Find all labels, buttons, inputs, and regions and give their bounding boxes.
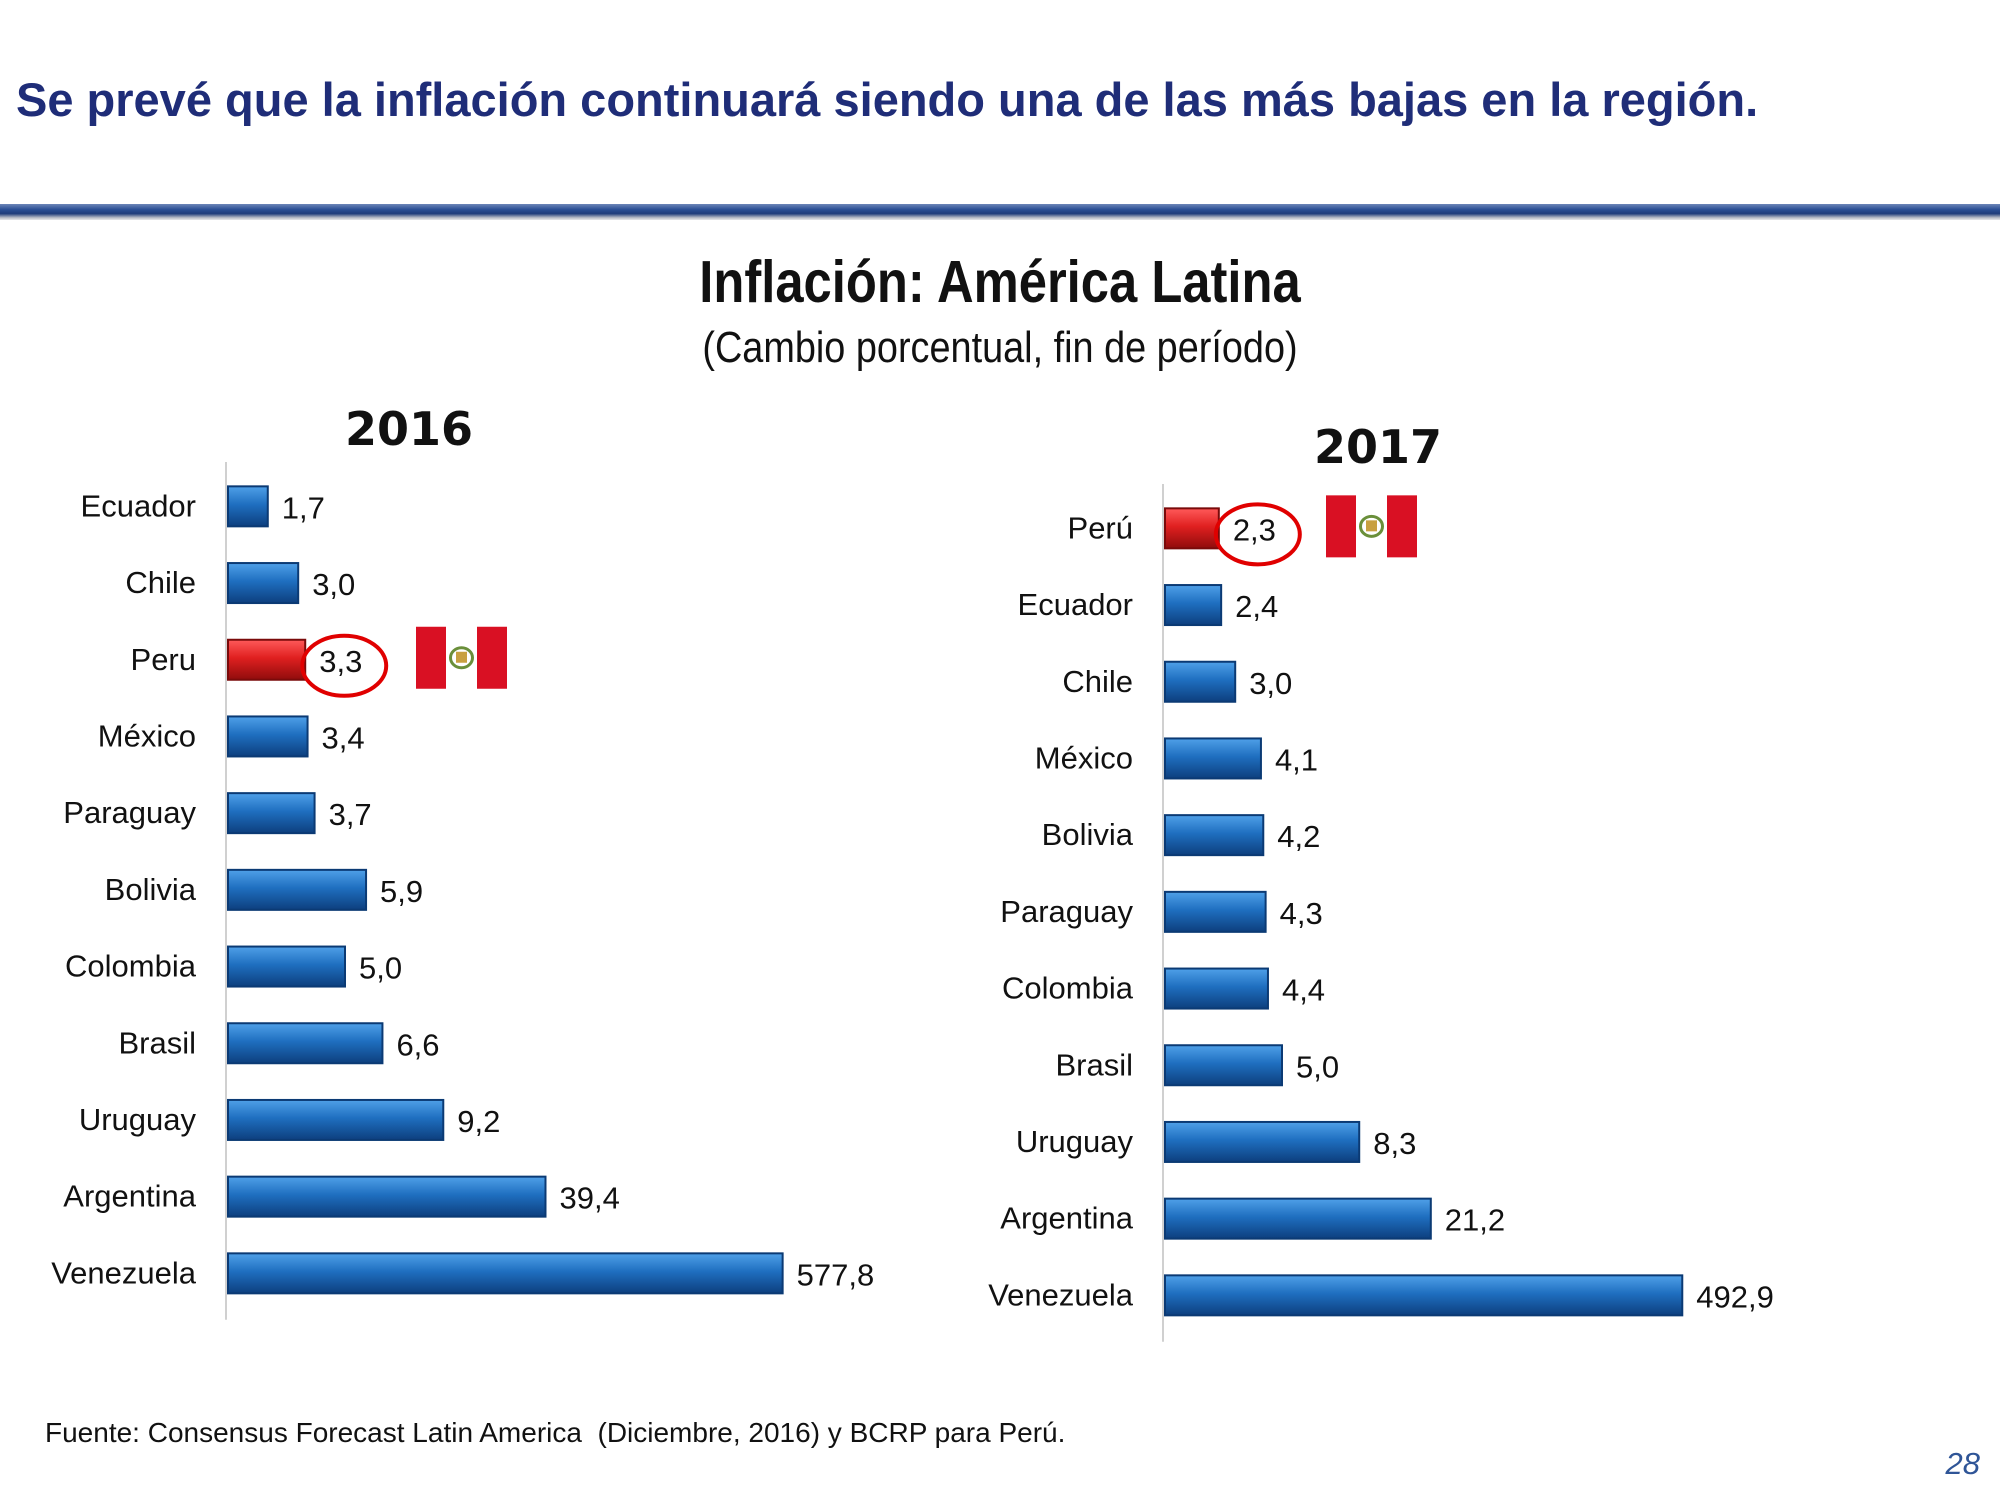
p2017-category-1: Ecuador <box>1018 587 1133 622</box>
p2017-value-9: 21,2 <box>1445 1203 1505 1238</box>
p2016-bar-9 <box>227 1175 547 1218</box>
p2016-bar-8 <box>227 1098 445 1141</box>
p2016-peru-flag <box>416 626 507 689</box>
p2017-value-5: 4,3 <box>1280 896 1323 931</box>
header-rule <box>0 204 2000 220</box>
p2016-highlight-circle <box>300 633 389 698</box>
p2017-bar-1 <box>1164 584 1223 627</box>
p2017-bar-7 <box>1164 1044 1283 1087</box>
panel-title-2017: 2017 <box>1314 420 1443 474</box>
p2016-bar-1 <box>227 562 300 605</box>
p2017-value-10: 492,9 <box>1696 1279 1774 1314</box>
page-number: 28 <box>1945 1446 1980 1481</box>
p2016-category-3: México <box>98 718 196 753</box>
p2016-value-4: 3,7 <box>329 797 372 832</box>
p2016-value-3: 3,4 <box>322 720 365 755</box>
p2017-bar-10 <box>1164 1274 1684 1317</box>
p2017-category-9: Argentina <box>1000 1201 1133 1236</box>
source-note: Fuente: Consensus Forecast Latin America… <box>45 1417 1066 1448</box>
p2016-bar-7 <box>227 1022 384 1065</box>
p2017-category-10: Venezuela <box>988 1277 1134 1312</box>
p2017-value-6: 4,4 <box>1282 973 1325 1008</box>
p2016-value-1: 3,0 <box>312 567 355 602</box>
panel-title-2016: 2016 <box>345 402 474 456</box>
p2016-category-7: Brasil <box>118 1025 196 1060</box>
p2017-value-0: 2,3 <box>1233 512 1276 547</box>
p2017-category-5: Paraguay <box>1000 894 1133 929</box>
p2016-bar-0 <box>227 485 269 528</box>
p2017-category-2: Chile <box>1062 664 1133 699</box>
p2016-category-4: Paraguay <box>63 795 196 830</box>
p2016-category-10: Venezuela <box>51 1255 197 1290</box>
p2017-bar-0 <box>1164 507 1220 550</box>
p2017-bar-4 <box>1164 814 1265 857</box>
p2016-bar-2 <box>227 638 307 681</box>
p2017-bar-9 <box>1164 1197 1432 1240</box>
p2017-bar-5 <box>1164 890 1267 933</box>
p2016-value-10: 577,8 <box>797 1257 875 1292</box>
p2017-bar-8 <box>1164 1120 1361 1163</box>
p2016-bar-4 <box>227 792 316 835</box>
p2016-category-0: Ecuador <box>81 488 196 523</box>
chart-subtitle: (Cambio porcentual, fin de período) <box>702 323 1298 372</box>
p2017-peru-flag <box>1326 495 1417 558</box>
p2016-category-9: Argentina <box>63 1179 196 1214</box>
p2017-value-8: 8,3 <box>1373 1126 1416 1161</box>
p2017-category-7: Brasil <box>1055 1047 1133 1082</box>
p2017-value-3: 4,1 <box>1275 742 1318 777</box>
p2017-category-6: Colombia <box>1002 971 1134 1006</box>
p2017-value-7: 5,0 <box>1296 1049 1339 1084</box>
p2016-category-2: Peru <box>131 642 196 677</box>
p2016-value-9: 39,4 <box>559 1181 619 1216</box>
p2017-value-1: 2,4 <box>1235 589 1278 624</box>
slide-headline: Se prevé que la inflación continuará sie… <box>16 73 1759 126</box>
p2016-bar-5 <box>227 868 368 911</box>
p2016-category-5: Bolivia <box>105 872 197 907</box>
p2016-value-7: 6,6 <box>396 1027 439 1062</box>
p2016-bar-6 <box>227 945 346 988</box>
p2016-value-8: 9,2 <box>457 1104 500 1139</box>
p2017-category-8: Uruguay <box>1016 1124 1134 1159</box>
p2017-bar-6 <box>1164 967 1269 1010</box>
p2016-bar-3 <box>227 715 309 758</box>
p2017-category-4: Bolivia <box>1042 817 1134 852</box>
p2016-value-2: 3,3 <box>319 644 362 679</box>
p2016-category-6: Colombia <box>65 949 197 984</box>
p2017-category-0: Perú <box>1068 510 1133 545</box>
p2017-category-3: México <box>1035 740 1133 775</box>
p2016-category-8: Uruguay <box>79 1102 197 1137</box>
p2017-bar-2 <box>1164 660 1237 703</box>
p2017-bar-3 <box>1164 737 1262 780</box>
p2016-value-6: 5,0 <box>359 951 402 986</box>
chart-title: Inflación: América Latina <box>699 249 1301 315</box>
p2016-category-1: Chile <box>125 565 196 600</box>
p2017-highlight-circle <box>1213 502 1302 567</box>
p2017-value-4: 4,2 <box>1277 819 1320 854</box>
p2016-value-5: 5,9 <box>380 874 423 909</box>
p2016-value-0: 1,7 <box>282 490 325 525</box>
p2016-bar-10 <box>227 1252 784 1295</box>
p2017-value-2: 3,0 <box>1249 666 1292 701</box>
